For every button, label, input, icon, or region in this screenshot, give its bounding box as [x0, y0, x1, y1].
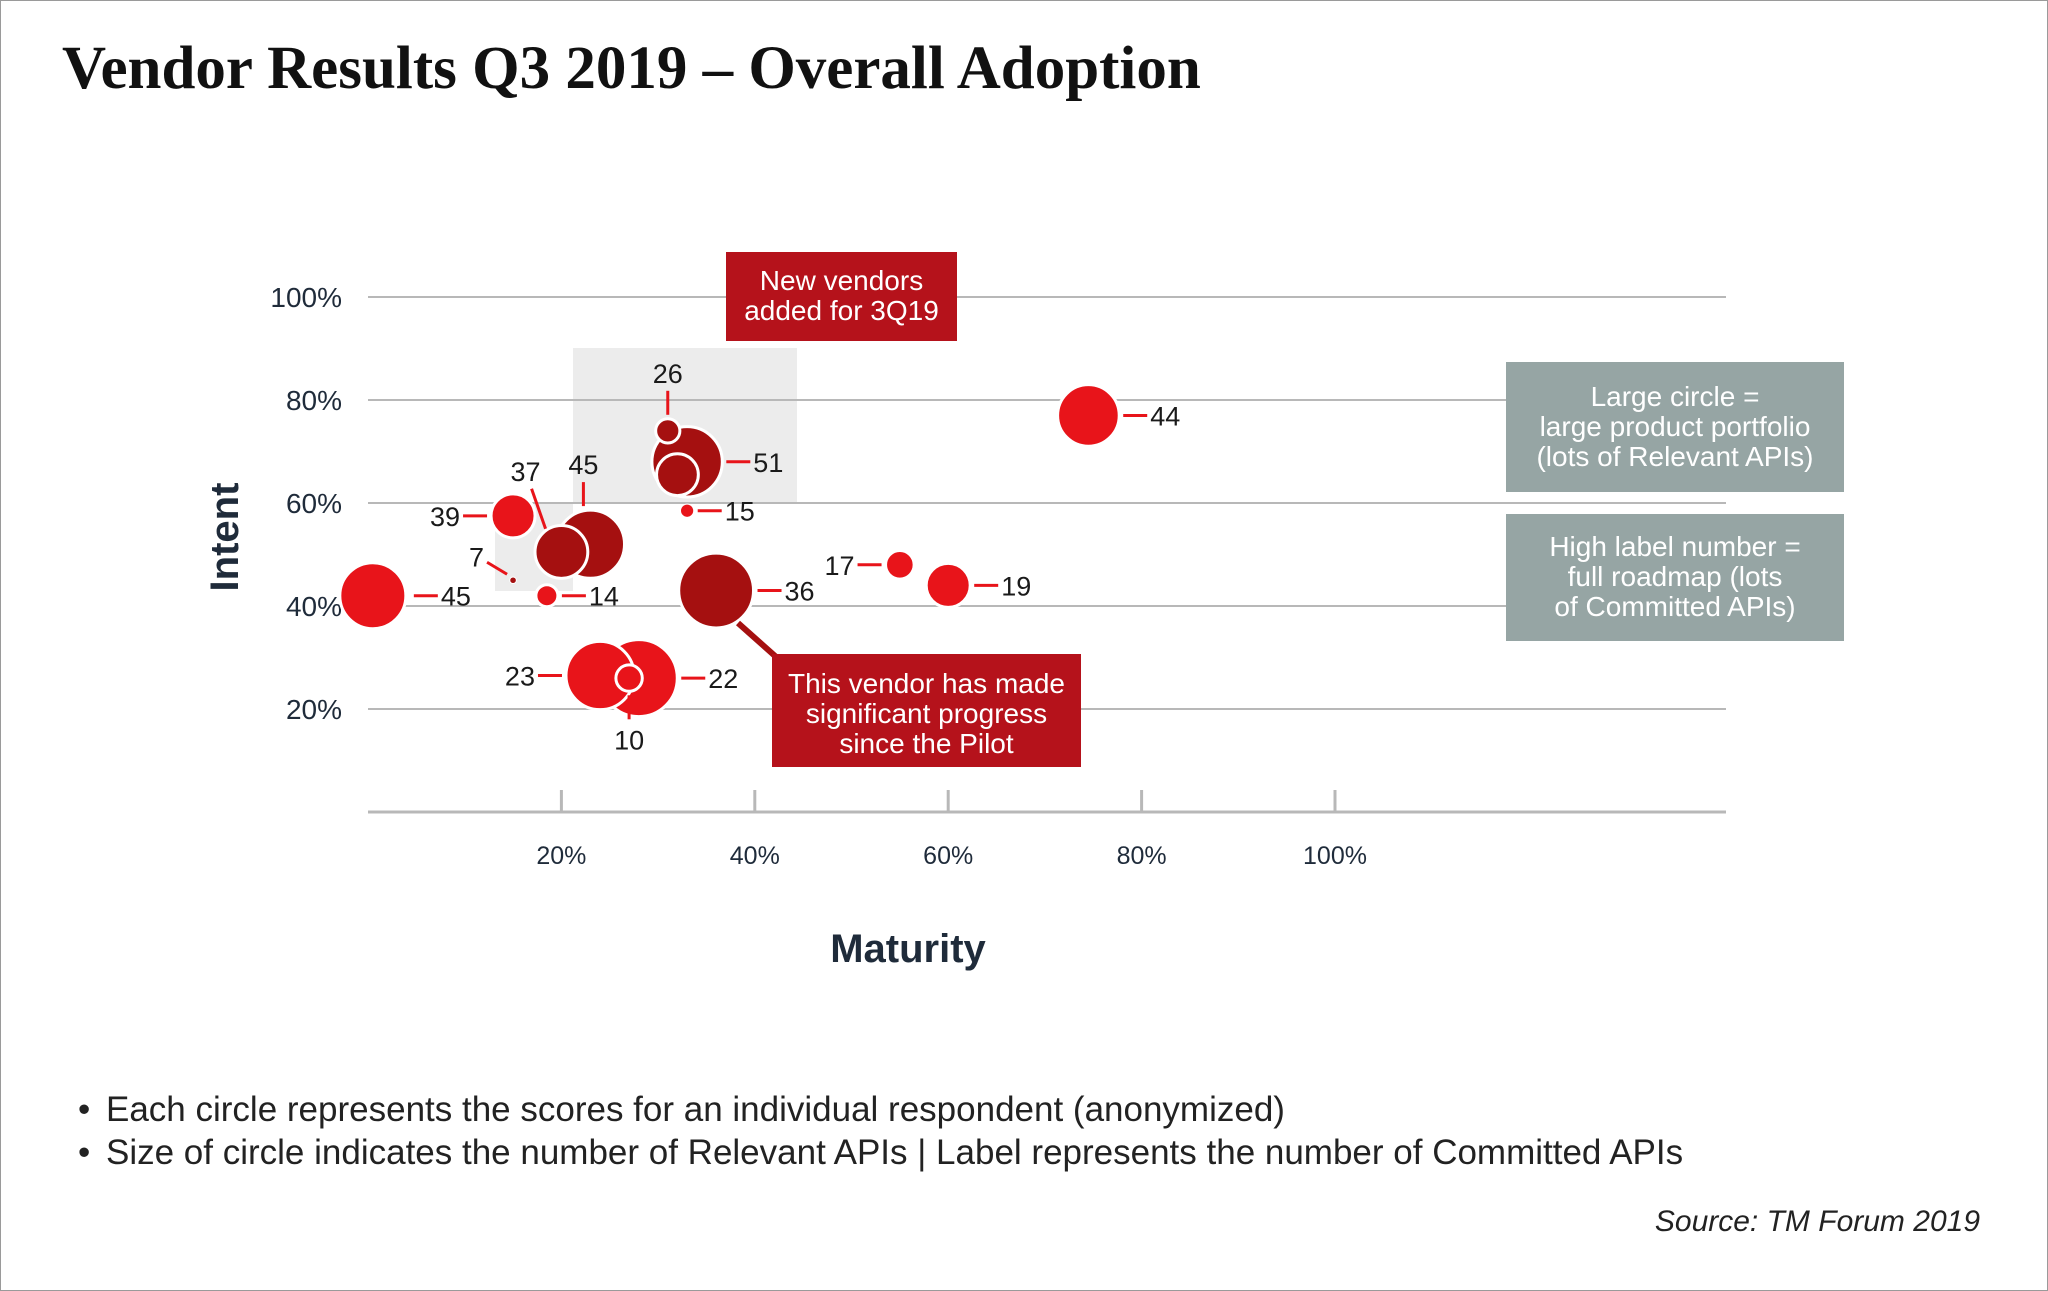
new-vendors-callout — [726, 252, 957, 341]
chart-notes: Each circle represents the scores for an… — [78, 1088, 1683, 1174]
bubble-label: 37 — [511, 457, 541, 487]
roadmap-legend-callout-text: High label number = — [1549, 531, 1800, 562]
roadmap-legend-callout-text: full roadmap (lots — [1568, 561, 1783, 592]
x-tick-label: 20% — [536, 842, 586, 870]
x-tick-label: 60% — [923, 842, 973, 870]
y-tick-label: 40% — [286, 591, 342, 622]
portfolio-legend-callout-text: Large circle = — [1591, 381, 1760, 412]
bubble-label: 17 — [825, 551, 855, 581]
new-vendors-callout-text: added for 3Q19 — [744, 295, 939, 326]
bubble-label: 10 — [614, 725, 644, 755]
note-size-meaning: Size of circle indicates the number of R… — [78, 1131, 1683, 1174]
y-tick-label: 100% — [270, 282, 342, 313]
bubble-label: 22 — [708, 664, 738, 694]
roadmap-legend-callout-text: of Committed APIs) — [1554, 591, 1795, 622]
progress-callout — [772, 654, 1081, 767]
y-tick-label: 80% — [286, 385, 342, 416]
bubble-label: 51 — [753, 448, 783, 478]
bubble — [677, 551, 756, 630]
bubble-label: 7 — [469, 542, 484, 572]
bubble-label: 36 — [785, 577, 815, 607]
bubble-label: 26 — [653, 359, 683, 389]
portfolio-legend-callout — [1506, 362, 1844, 492]
new-vendors-callout-text: New vendors — [760, 265, 923, 296]
bubble-label: 44 — [1150, 401, 1180, 431]
bubble-label: 23 — [505, 662, 535, 692]
bubble — [533, 524, 590, 580]
bubble-label-leader — [530, 488, 547, 530]
bubble — [534, 583, 560, 609]
note-circle-meaning: Each circle represents the scores for an… — [78, 1088, 1683, 1131]
bubble — [614, 663, 644, 693]
progress-callout-text: This vendor has made — [788, 668, 1065, 699]
roadmap-legend-callout — [1506, 514, 1844, 641]
bubble-label: 14 — [589, 582, 619, 612]
bubble — [655, 452, 700, 498]
bubble — [680, 503, 695, 518]
bubble — [884, 549, 916, 581]
bubble — [509, 576, 517, 585]
bubble-label: 45 — [568, 450, 598, 480]
x-axis-title: Maturity — [830, 927, 986, 971]
source-note: Source: TM Forum 2019 — [1654, 1205, 1980, 1238]
progress-callout-text: since the Pilot — [839, 728, 1014, 759]
bubble-label: 15 — [725, 497, 755, 527]
bubble-label: 19 — [1001, 571, 1031, 601]
chart-title: Vendor Results Q3 2019 – Overall Adoptio… — [62, 35, 1201, 102]
bubble-label: 39 — [430, 502, 460, 532]
portfolio-legend-callout-text: large product portfolio — [1540, 411, 1811, 442]
bubble-label-leader — [486, 560, 508, 576]
y-tick-label: 20% — [286, 694, 342, 725]
bubble — [924, 561, 972, 609]
y-tick-label: 60% — [286, 488, 342, 519]
y-axis-title: Intent — [203, 483, 247, 592]
bubble — [1056, 383, 1121, 448]
bubble — [654, 417, 682, 445]
portfolio-legend-callout-text: (lots of Relevant APIs) — [1536, 441, 1813, 472]
bubble — [338, 561, 408, 631]
x-tick-label: 80% — [1117, 842, 1167, 870]
progress-callout-text: significant progress — [806, 698, 1047, 729]
x-tick-label: 100% — [1303, 842, 1367, 870]
bubble-label: 45 — [441, 582, 471, 612]
x-tick-label: 40% — [730, 842, 780, 870]
bubble — [489, 492, 537, 540]
